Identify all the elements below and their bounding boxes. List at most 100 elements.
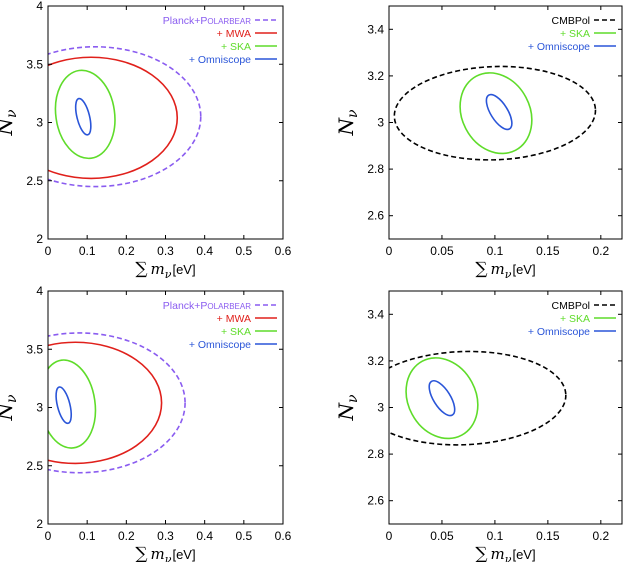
x-axis-label-sub: ν <box>505 268 512 281</box>
x-axis-label-sub: ν <box>505 553 512 562</box>
x-axis-label-sigma: ∑ <box>475 544 487 562</box>
y-tick-label: 3.4 <box>367 307 384 321</box>
legend-label: + Omniscope <box>189 54 251 66</box>
contour-omniscope <box>481 91 516 134</box>
legend-label: Planck+POLARBEAR <box>163 15 251 27</box>
x-tick-label: 0.5 <box>235 244 252 258</box>
contour-omniscope <box>424 377 459 420</box>
y-tick-label: 3 <box>36 116 43 130</box>
y-axis-label: Nν <box>334 109 361 137</box>
legend: Planck+POLARBEAR+ MWA+ SKA+ Omniscope <box>163 15 277 66</box>
x-axis-label-main: m <box>151 545 165 562</box>
legend: Planck+POLARBEAR+ MWA+ SKA+ Omniscope <box>163 300 277 351</box>
panel-3: 00.10.20.30.40.50.622.533.54Nν∑mν[eV]Pla… <box>0 284 292 562</box>
x-axis-label-sigma: ∑ <box>135 259 147 279</box>
contours <box>393 60 597 166</box>
x-tick-label: 0 <box>386 529 393 543</box>
y-tick-label: 3.2 <box>367 354 384 368</box>
y-axis-label-main: N <box>0 117 17 137</box>
x-tick-label: 0.3 <box>157 244 174 258</box>
x-axis-label-unit: [eV] <box>512 547 535 562</box>
y-tick-label: 3.4 <box>367 22 384 36</box>
y-axis-label-main: N <box>334 117 358 137</box>
legend-label: Planck+POLARBEAR <box>163 300 251 312</box>
y-axis-label-sub: ν <box>4 109 20 118</box>
x-axis-label-main: m <box>491 260 505 278</box>
x-axis-label-main: m <box>151 260 165 278</box>
contour-ska <box>446 60 545 166</box>
y-tick-label: 2 <box>36 517 43 531</box>
x-axis-label-sub: ν <box>165 268 172 281</box>
x-axis-label-unit: [eV] <box>512 262 535 277</box>
x-axis-label: ∑ mν[eV] <box>135 544 195 562</box>
y-tick-label: 2.8 <box>367 447 384 461</box>
panel-1: 00.10.20.30.40.50.622.533.54Nν∑mν[eV]Pla… <box>0 0 292 281</box>
x-tick-label: 0.05 <box>430 244 454 258</box>
x-axis-label-main: m <box>491 545 505 562</box>
x-tick-label: 0 <box>386 244 393 258</box>
contour-ska <box>34 356 101 451</box>
y-tick-label: 4 <box>36 284 43 298</box>
legend-label: + SKA <box>560 313 590 325</box>
y-tick-label: 3.2 <box>367 69 384 83</box>
contour-ska <box>50 66 121 162</box>
x-tick-label: 0.2 <box>592 529 609 543</box>
panel-2: 0 0.05 0.1 0.15 0.22.62.833.23.4Nν∑ mν[eV]CMB… <box>334 6 622 281</box>
x-tick-label: 0.1 <box>79 529 96 543</box>
y-tick-label: 4 <box>36 0 43 13</box>
y-tick-label: 3.5 <box>26 342 43 356</box>
x-tick-label: 0.5 <box>235 529 252 543</box>
x-tick-label: 0.15 <box>536 529 560 543</box>
x-tick-label: 0.2 <box>118 244 135 258</box>
x-tick-label: 0.4 <box>196 529 213 543</box>
legend-label: + Omniscope <box>528 41 590 53</box>
x-tick-label: 0.4 <box>196 244 213 258</box>
y-tick-label: 2.6 <box>367 494 384 508</box>
x-axis-label-sigma: ∑ <box>135 544 147 562</box>
y-axis-label: Nν <box>334 394 361 422</box>
y-axis-label: Nν <box>0 109 20 137</box>
legend-label: + Omniscope <box>528 326 590 338</box>
y-axis-label-main: N <box>0 402 17 422</box>
x-axis-label-sigma: ∑ <box>475 259 487 279</box>
legend-label: + MWA <box>217 28 251 40</box>
y-tick-label: 2 <box>36 232 43 246</box>
y-tick-label: 2.5 <box>26 174 43 188</box>
legend-label: + SKA <box>221 41 251 53</box>
x-tick-label: 0.2 <box>118 529 135 543</box>
x-tick-label: 0.05 <box>430 529 454 543</box>
legend-label: + MWA <box>217 313 251 325</box>
legend-label: + Omniscope <box>189 339 251 351</box>
y-axis-label-sub: ν <box>4 394 20 403</box>
y-axis-label: Nν <box>0 394 20 422</box>
contour-omniscope <box>73 97 94 136</box>
x-axis-label-sub: ν <box>165 553 172 562</box>
x-tick-label: 0.2 <box>592 244 609 258</box>
figure: 00.10.20.30.40.50.622.533.54Nν∑mν[eV]Pla… <box>0 0 623 562</box>
panel-4: 0 0.05 0.1 0.15 0.22.62.833.23.4Nν∑ mν[eV]CMB… <box>334 291 622 562</box>
x-axis-label-unit: [eV] <box>172 262 195 277</box>
x-tick-label: 0.1 <box>487 244 504 258</box>
y-tick-label: 2.8 <box>367 162 384 176</box>
y-tick-label: 3 <box>36 401 43 415</box>
legend: CMBPol+ SKA+ Omniscope <box>528 300 616 338</box>
y-tick-label: 2.5 <box>26 459 43 473</box>
legend-label: + SKA <box>221 326 251 338</box>
y-tick-label: 3.5 <box>26 57 43 71</box>
y-tick-label: 3 <box>377 116 384 130</box>
legend: CMBPol+ SKA+ Omniscope <box>528 15 616 53</box>
x-axis-label: ∑ mν[eV] <box>475 544 535 562</box>
x-axis-label: ∑ mν[eV] <box>135 259 195 281</box>
contour-cmbpol <box>359 348 568 448</box>
contour-cmbpol <box>393 63 597 163</box>
x-tick-label: 0.6 <box>275 529 292 543</box>
contour-mwa <box>5 57 177 178</box>
x-axis-label: ∑ mν[eV] <box>475 259 535 281</box>
x-tick-label: 0.15 <box>536 244 560 258</box>
legend-label: CMBPol <box>551 300 590 312</box>
y-axis-label-sub: ν <box>345 109 361 118</box>
x-tick-label: 0.1 <box>79 244 96 258</box>
y-axis-label-sub: ν <box>345 394 361 403</box>
x-tick-label: 0 <box>45 244 52 258</box>
y-tick-label: 2.6 <box>367 209 384 223</box>
